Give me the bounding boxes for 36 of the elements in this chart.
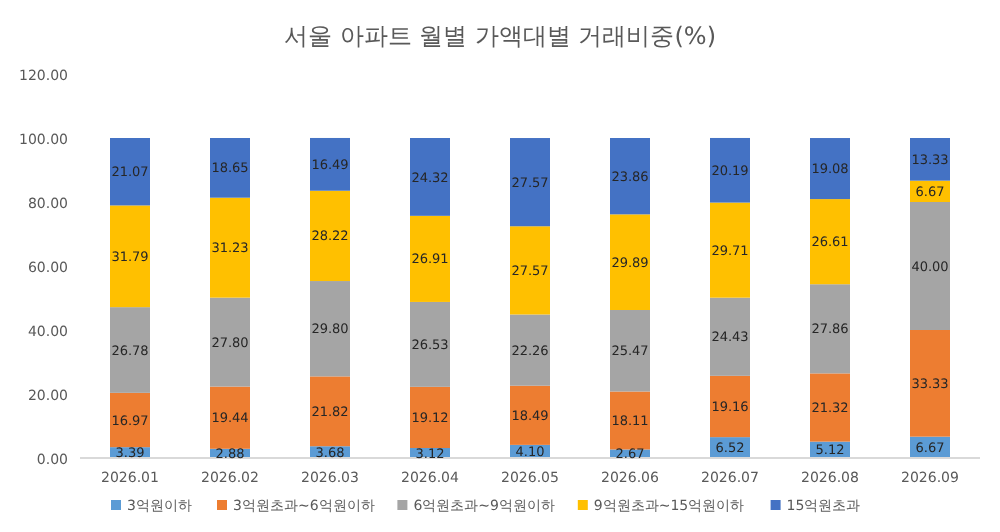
bar bbox=[310, 281, 350, 377]
bar bbox=[210, 138, 250, 198]
bar bbox=[510, 314, 550, 386]
chart-title: 서울 아파트 월별 가액대별 거래비중(%) bbox=[283, 22, 717, 50]
bar bbox=[610, 138, 650, 215]
bar bbox=[510, 138, 550, 227]
bar bbox=[110, 205, 150, 308]
bar bbox=[710, 375, 750, 438]
bar bbox=[910, 330, 950, 437]
bar bbox=[310, 137, 350, 191]
bar bbox=[410, 138, 450, 216]
bar bbox=[610, 310, 650, 392]
bar bbox=[110, 307, 150, 393]
bar bbox=[810, 138, 850, 200]
bar bbox=[710, 137, 750, 203]
bar bbox=[810, 199, 850, 285]
bar bbox=[510, 226, 550, 315]
bar bbox=[610, 391, 650, 450]
bar bbox=[710, 202, 750, 298]
bar bbox=[410, 386, 450, 449]
bar bbox=[610, 214, 650, 310]
bar bbox=[710, 297, 750, 376]
bar bbox=[910, 138, 950, 181]
bar bbox=[310, 376, 350, 447]
bar bbox=[210, 197, 250, 298]
bar bbox=[910, 202, 950, 330]
bar bbox=[110, 392, 150, 448]
bar bbox=[110, 138, 150, 206]
bar bbox=[210, 386, 250, 449]
bar bbox=[510, 385, 550, 445]
bar bbox=[410, 215, 450, 302]
bar bbox=[310, 190, 350, 282]
bar bbox=[210, 297, 250, 387]
bar bbox=[410, 301, 450, 387]
bar bbox=[810, 284, 850, 374]
bar bbox=[810, 373, 850, 442]
